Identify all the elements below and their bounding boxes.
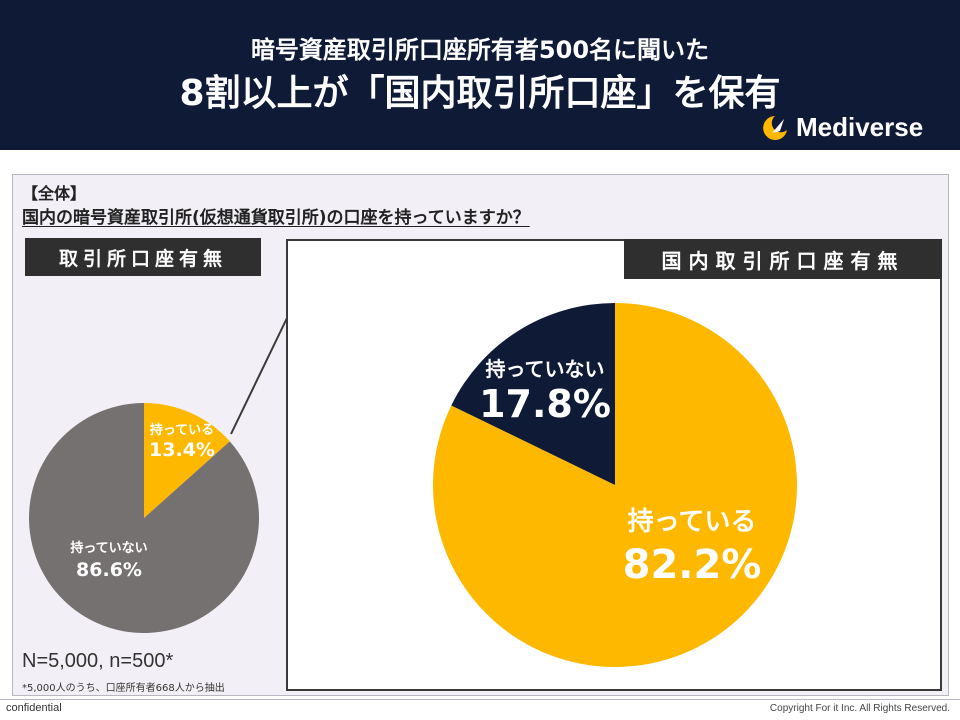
brand-name: Mediverse <box>796 112 924 142</box>
small-pie-label-not: 持っていない 86.6% <box>60 541 158 582</box>
header-title: 8割以上が「国内取引所口座」を保有 <box>179 73 781 114</box>
footer-divider <box>0 699 960 700</box>
brand-logo: Mediverse <box>760 112 923 143</box>
slice-value: 17.8% <box>479 382 611 426</box>
small-pie-chart <box>29 403 260 633</box>
pie-slice-own <box>432 303 797 667</box>
right-chart-badge: 国内取引所口座有無 <box>624 239 942 279</box>
slice-value: 86.6% <box>76 559 142 582</box>
header-banner: 暗号資産取引所口座所有者500名に聞いた 8割以上が「国内取引所口座」を保有 M… <box>0 0 960 150</box>
slice-value: 82.2% <box>622 541 762 588</box>
slice-label: 持っていない <box>70 541 148 556</box>
rocket-moon-icon <box>763 115 787 140</box>
big-pie-label-own: 持っている 82.2% <box>612 508 772 587</box>
header-subtitle: 暗号資産取引所口座所有者500名に聞いた <box>250 36 710 64</box>
big-pie-chart <box>432 303 797 667</box>
pie-slice-not-own <box>29 403 260 633</box>
slice-label: 持っている <box>627 507 757 537</box>
big-pie-label-not: 持っていない 17.8% <box>470 358 620 426</box>
copyright-text: Copyright For it Inc. All Rights Reserve… <box>769 703 950 714</box>
slice-label: 持っていない <box>485 357 605 381</box>
slice-value: 13.4% <box>149 439 215 462</box>
small-pie-label-own: 持っている 13.4% <box>144 423 220 462</box>
confidential-label: confidential <box>6 702 62 714</box>
question-tag: 【全体】 <box>22 184 87 203</box>
question-text: 国内の暗号資産取引所(仮想通貨取引所)の口座を持っていますか？ <box>22 208 530 228</box>
pie-slice-own <box>144 403 230 518</box>
sample-note: *5,000人のうち、口座所有者668人から抽出 <box>22 683 225 694</box>
left-chart-badge: 取引所口座有無 <box>25 238 261 276</box>
slice-label: 持っている <box>149 423 215 438</box>
pie-slice-not-own <box>451 303 615 485</box>
sample-size: N=5,000, n=500* <box>22 650 174 672</box>
